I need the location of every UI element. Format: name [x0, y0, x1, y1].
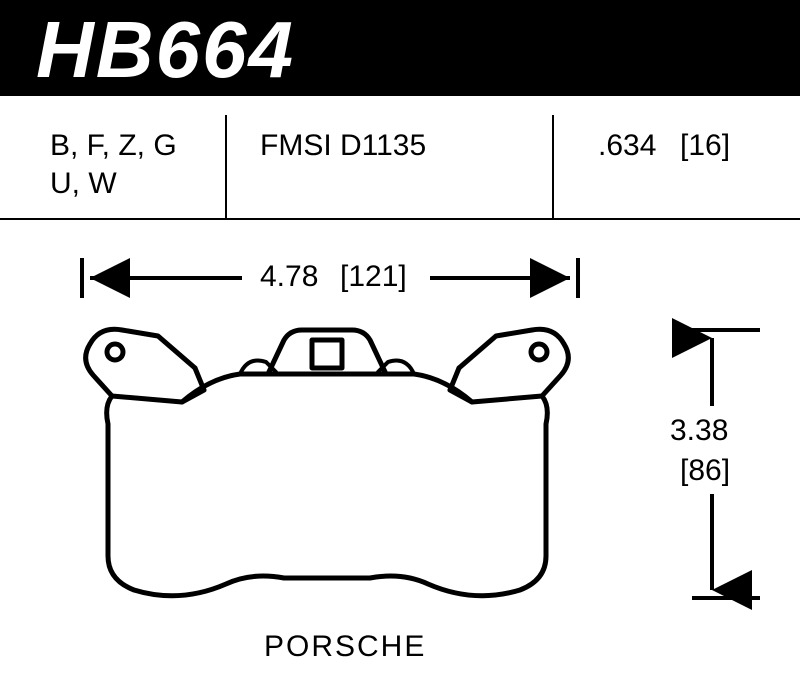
brake-pad-outline [86, 329, 569, 595]
root: HB664 B, F, Z, G U, W FMSI D1135 .634 [1… [0, 0, 800, 691]
diagram-overlay [0, 0, 800, 691]
height-dimension [692, 330, 760, 598]
width-dimension [82, 258, 578, 298]
